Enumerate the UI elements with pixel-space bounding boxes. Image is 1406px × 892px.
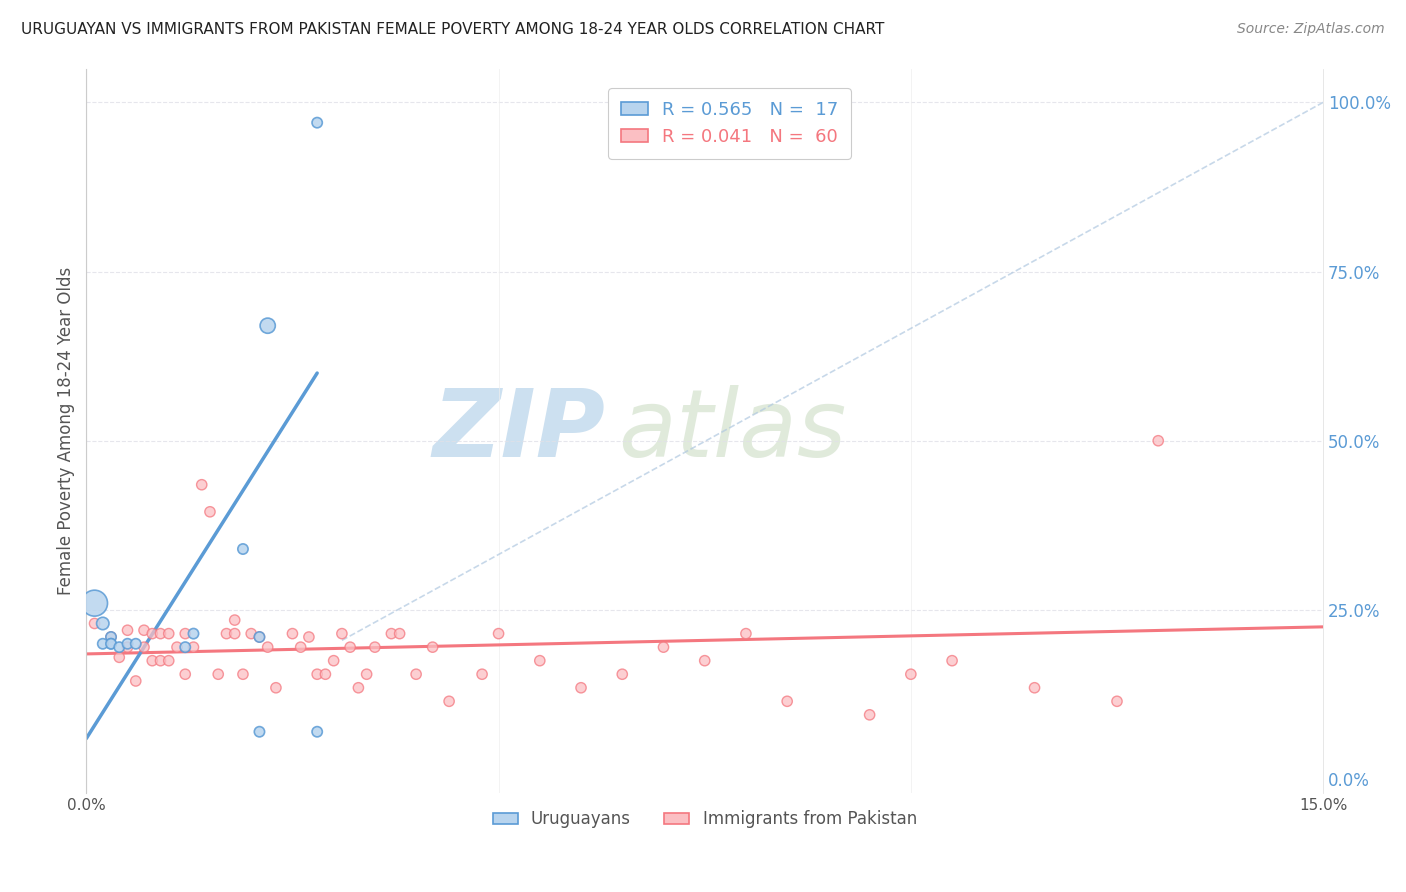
Point <box>83 596 105 610</box>
Point <box>281 626 304 640</box>
Point <box>207 667 229 681</box>
Point <box>314 667 336 681</box>
Point <box>224 613 246 627</box>
Point <box>612 667 634 681</box>
Point <box>249 630 271 644</box>
Point <box>1105 694 1128 708</box>
Point <box>215 626 238 640</box>
Point <box>141 654 163 668</box>
Text: atlas: atlas <box>619 385 846 476</box>
Point <box>249 630 271 644</box>
Point <box>132 624 155 638</box>
Point <box>307 667 329 681</box>
Point <box>174 667 197 681</box>
Point <box>339 640 361 655</box>
Point <box>735 626 758 640</box>
Point <box>166 640 188 655</box>
Point <box>290 640 312 655</box>
Point <box>83 616 105 631</box>
Point <box>264 681 287 695</box>
Point <box>256 318 278 333</box>
Legend: Uruguayans, Immigrants from Pakistan: Uruguayans, Immigrants from Pakistan <box>486 804 924 835</box>
Point <box>183 640 205 655</box>
Point <box>240 626 263 640</box>
Point <box>132 640 155 655</box>
Point <box>652 640 675 655</box>
Point <box>157 654 180 668</box>
Point <box>356 667 378 681</box>
Point <box>256 640 278 655</box>
Point <box>100 637 122 651</box>
Point <box>157 626 180 640</box>
Point <box>100 630 122 644</box>
Point <box>174 626 197 640</box>
Point <box>91 637 114 651</box>
Point <box>224 626 246 640</box>
Point <box>388 626 411 640</box>
Point <box>1024 681 1046 695</box>
Point <box>380 626 402 640</box>
Point <box>859 707 882 722</box>
Point <box>141 626 163 640</box>
Point <box>776 694 799 708</box>
Text: Source: ZipAtlas.com: Source: ZipAtlas.com <box>1237 22 1385 37</box>
Point <box>198 505 221 519</box>
Point <box>91 616 114 631</box>
Point <box>190 477 212 491</box>
Point <box>422 640 444 655</box>
Point <box>529 654 551 668</box>
Point <box>330 626 353 640</box>
Point <box>149 626 172 640</box>
Y-axis label: Female Poverty Among 18-24 Year Olds: Female Poverty Among 18-24 Year Olds <box>58 267 75 595</box>
Point <box>900 667 922 681</box>
Point <box>117 640 139 655</box>
Point <box>1147 434 1170 448</box>
Point <box>108 650 131 665</box>
Point <box>405 667 427 681</box>
Point <box>149 654 172 668</box>
Point <box>232 541 254 556</box>
Point <box>100 637 122 651</box>
Point <box>347 681 370 695</box>
Point <box>174 640 197 655</box>
Point <box>307 116 329 130</box>
Point <box>100 630 122 644</box>
Point <box>117 637 139 651</box>
Point <box>471 667 494 681</box>
Point <box>298 630 321 644</box>
Text: URUGUAYAN VS IMMIGRANTS FROM PAKISTAN FEMALE POVERTY AMONG 18-24 YEAR OLDS CORRE: URUGUAYAN VS IMMIGRANTS FROM PAKISTAN FE… <box>21 22 884 37</box>
Point <box>232 667 254 681</box>
Point <box>125 673 148 688</box>
Point <box>488 626 510 640</box>
Point <box>322 654 344 668</box>
Point <box>941 654 963 668</box>
Point <box>364 640 387 655</box>
Text: ZIP: ZIP <box>433 384 606 476</box>
Point <box>108 640 131 655</box>
Point <box>117 624 139 638</box>
Point <box>183 626 205 640</box>
Point <box>569 681 592 695</box>
Point <box>693 654 716 668</box>
Point <box>125 637 148 651</box>
Point <box>307 724 329 739</box>
Point <box>249 724 271 739</box>
Point <box>437 694 460 708</box>
